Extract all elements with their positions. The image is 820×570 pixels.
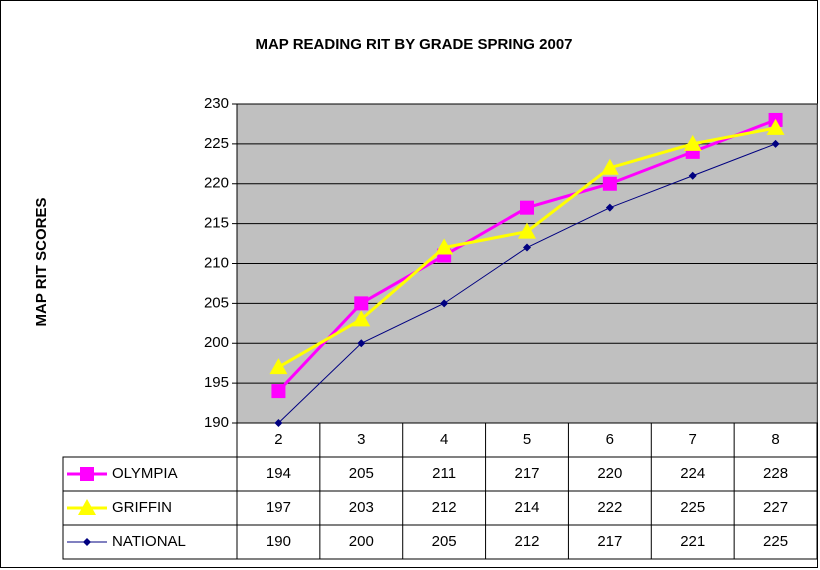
table-value: 212 — [432, 499, 457, 516]
table-value: 227 — [763, 499, 788, 516]
data-point — [605, 203, 614, 212]
table-value: 212 — [514, 533, 539, 550]
legend-label: GRIFFIN — [112, 499, 172, 516]
data-point — [518, 222, 536, 239]
y-tick-label: 220 — [204, 175, 229, 192]
table-value: 197 — [266, 499, 291, 516]
data-point — [269, 358, 288, 375]
data-point — [683, 134, 702, 151]
x-tick-label: 2 — [274, 431, 282, 448]
data-point — [354, 296, 369, 311]
y-tick-label: 200 — [204, 334, 229, 351]
table-value: 203 — [349, 499, 374, 516]
data-point — [357, 339, 366, 348]
table-value: 222 — [597, 499, 622, 516]
y-axis-label: MAP RIT SCORES — [33, 198, 50, 327]
data-point — [271, 384, 286, 399]
table-value: 224 — [680, 465, 705, 482]
data-point — [520, 200, 534, 215]
y-tick-label: 210 — [204, 254, 229, 271]
table-value: 211 — [432, 465, 456, 482]
table-value: 217 — [514, 465, 539, 482]
y-tick-label: 190 — [204, 414, 229, 431]
table-value: 220 — [597, 465, 622, 482]
y-tick-label: 205 — [204, 294, 229, 311]
table-value: 190 — [266, 533, 291, 550]
table-value: 205 — [432, 533, 457, 550]
data-point — [352, 310, 371, 327]
table-value: 214 — [514, 499, 539, 516]
table-value: 228 — [763, 465, 788, 482]
x-tick-label: 7 — [689, 431, 697, 448]
legend-marker — [80, 467, 94, 481]
legend-marker — [78, 499, 96, 515]
data-point — [766, 118, 785, 135]
chart-title: MAP READING RIT BY GRADE SPRING 2007 — [255, 36, 572, 53]
table-value: 221 — [680, 533, 705, 550]
x-tick-label: 6 — [606, 431, 614, 448]
x-tick-label: 4 — [440, 431, 448, 448]
table-value: 200 — [349, 533, 374, 550]
data-point — [523, 243, 531, 252]
table-value: 225 — [680, 499, 705, 516]
table-value: 194 — [266, 465, 291, 482]
legend-label: OLYMPIA — [112, 465, 178, 482]
data-point — [274, 419, 283, 427]
data-point — [440, 299, 449, 308]
x-tick-label: 5 — [523, 431, 531, 448]
y-tick-label: 215 — [204, 215, 229, 232]
data-point — [435, 238, 454, 255]
y-tick-label: 230 — [204, 95, 229, 112]
y-tick-label: 225 — [204, 135, 229, 152]
data-point — [600, 158, 619, 175]
x-tick-label: 3 — [357, 431, 365, 448]
data-point — [602, 176, 617, 191]
table-value: 217 — [597, 533, 622, 550]
data-point — [688, 171, 697, 180]
y-tick-label: 195 — [204, 374, 229, 391]
legend-label: NATIONAL — [112, 533, 186, 550]
table-value: 205 — [349, 465, 374, 482]
x-tick-label: 8 — [771, 431, 779, 448]
table-value: 225 — [763, 533, 788, 550]
legend-marker — [83, 538, 91, 546]
data-point — [771, 139, 780, 148]
